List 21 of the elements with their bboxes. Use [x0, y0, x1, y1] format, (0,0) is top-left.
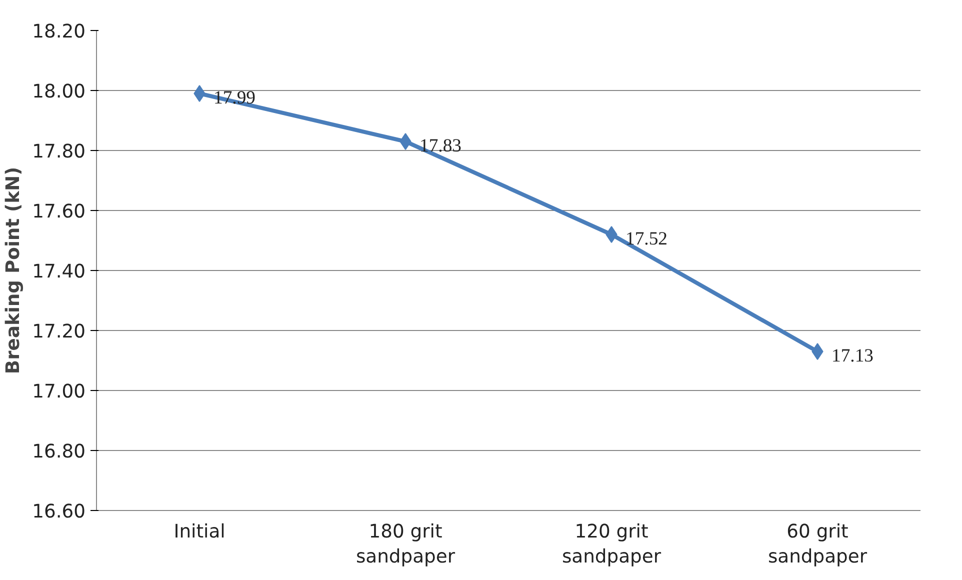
y-tick-label: 18.00 [32, 82, 86, 102]
y-tick-label: 17.20 [32, 322, 86, 342]
point [606, 226, 618, 243]
y-tick-label: 17.40 [32, 262, 86, 282]
x-tick-label: 120 grit sandpaper [562, 522, 662, 568]
x-tick-label: 180 grit sandpaper [356, 522, 456, 568]
y-axis-title: Breaking Point (kN) [3, 166, 24, 374]
point [812, 343, 824, 360]
x-tick-label: Initial [174, 522, 226, 542]
x-tick-label: 60 grit sandpaper [768, 522, 868, 568]
data-label: 17.83 [420, 136, 462, 156]
y-tick-label: 17.60 [32, 202, 86, 222]
data-label: 17.13 [832, 346, 874, 366]
y-tick-label: 17.00 [32, 382, 86, 402]
data-label: 17.52 [626, 228, 668, 250]
y-tick-label: 18.20 [32, 22, 86, 42]
point [194, 85, 206, 102]
point [400, 133, 412, 150]
y-tick-label: 17.80 [32, 142, 86, 162]
y-tick-label: 16.60 [32, 502, 86, 522]
y-tick-label: 16.80 [32, 442, 86, 462]
